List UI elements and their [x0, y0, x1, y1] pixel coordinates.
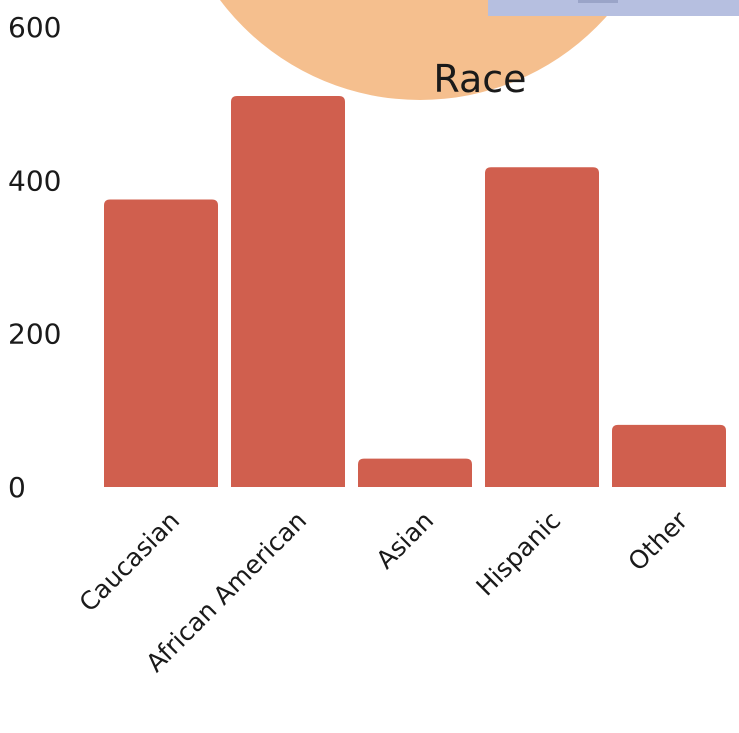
bar-other — [612, 424, 726, 487]
bar-asian — [358, 458, 472, 487]
bar-caucasian — [104, 199, 218, 487]
x-tick-label: Hispanic — [470, 506, 566, 602]
corner-box-decoration — [488, 0, 739, 16]
y-tick-label: 600 — [8, 11, 61, 44]
x-tick-label: Caucasian — [74, 506, 186, 618]
bar-african-american — [231, 96, 345, 487]
chart-title: Race — [433, 57, 526, 101]
x-tick-label: Asian — [370, 506, 439, 575]
corner-box-inner-decoration — [578, 0, 618, 3]
y-tick-label: 400 — [8, 164, 61, 197]
title-circle-decoration — [220, 0, 620, 100]
bar-hispanic — [485, 167, 599, 488]
bars — [104, 96, 726, 488]
decor-layer — [220, 0, 739, 100]
y-tick-label: 200 — [8, 318, 61, 351]
y-tick-label: 0 — [8, 471, 26, 504]
x-tick-label: Other — [623, 505, 694, 576]
y-axis-ticks: 0 200 400 600 — [8, 11, 61, 504]
